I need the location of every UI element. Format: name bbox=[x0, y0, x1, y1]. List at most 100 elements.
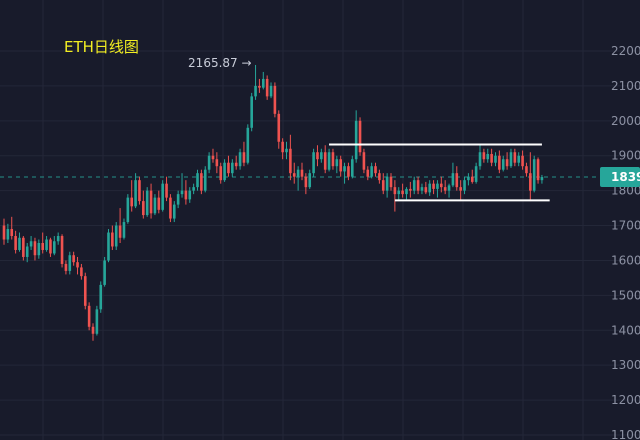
candle bbox=[420, 183, 424, 195]
candle bbox=[196, 169, 199, 191]
candle bbox=[161, 180, 164, 212]
candle bbox=[227, 155, 230, 177]
candle-body bbox=[323, 152, 327, 170]
candle-body bbox=[308, 173, 312, 188]
candle-body bbox=[381, 180, 385, 191]
candle-body bbox=[424, 187, 428, 193]
y-tick-label: 2100 bbox=[611, 79, 640, 93]
candle bbox=[49, 237, 52, 257]
candle bbox=[254, 64, 257, 100]
candle-body bbox=[176, 194, 180, 205]
candle bbox=[509, 148, 513, 168]
candle-body bbox=[362, 152, 366, 170]
candle bbox=[397, 187, 401, 202]
candle-body bbox=[134, 180, 137, 207]
candle-body bbox=[231, 162, 234, 174]
candle bbox=[385, 173, 389, 198]
candle bbox=[443, 180, 447, 195]
candle bbox=[440, 176, 443, 193]
candle bbox=[180, 173, 184, 198]
candle-body bbox=[196, 173, 199, 188]
candle bbox=[18, 232, 21, 252]
candle-body bbox=[440, 183, 443, 188]
candle-body bbox=[238, 152, 242, 167]
y-tick-label: 1400 bbox=[611, 323, 640, 337]
candle bbox=[145, 187, 149, 217]
candle bbox=[327, 148, 331, 172]
candle-body bbox=[300, 169, 304, 177]
candle-body bbox=[68, 255, 72, 271]
candle-body bbox=[25, 246, 29, 257]
candle-body bbox=[122, 222, 126, 238]
candle-body bbox=[126, 197, 130, 223]
candle bbox=[296, 166, 300, 191]
candle-body bbox=[142, 201, 145, 216]
candle bbox=[312, 148, 315, 177]
candle-body bbox=[331, 152, 335, 167]
candle-body bbox=[29, 241, 33, 247]
candle bbox=[184, 180, 188, 205]
candle bbox=[405, 187, 408, 200]
candle-body bbox=[111, 232, 114, 247]
candle-body bbox=[219, 166, 223, 181]
candle-body bbox=[149, 190, 153, 214]
candle-body bbox=[258, 85, 261, 88]
candle bbox=[242, 141, 246, 167]
candle-body bbox=[339, 159, 342, 172]
candle bbox=[261, 71, 265, 90]
candle bbox=[238, 148, 242, 170]
candle bbox=[447, 183, 451, 198]
candle bbox=[474, 162, 478, 184]
candle-body bbox=[242, 152, 246, 163]
candle-body bbox=[401, 190, 404, 195]
candle bbox=[331, 148, 335, 170]
candle bbox=[2, 218, 6, 245]
candle-body bbox=[412, 180, 416, 191]
candle-body bbox=[335, 159, 339, 167]
candle-body bbox=[91, 326, 95, 334]
candle-body bbox=[463, 180, 466, 191]
candle bbox=[68, 251, 72, 275]
candle bbox=[95, 305, 99, 336]
candle-body bbox=[56, 236, 60, 242]
candle bbox=[192, 183, 195, 195]
candle-body bbox=[316, 152, 319, 160]
candle-body bbox=[227, 162, 230, 174]
candle bbox=[33, 237, 37, 261]
candle bbox=[501, 155, 505, 172]
candle bbox=[323, 145, 327, 174]
y-tick-label: 1800 bbox=[611, 184, 640, 198]
y-tick-label: 2000 bbox=[611, 114, 640, 128]
candle bbox=[467, 173, 470, 186]
high-price-annotation: 2165.87 → bbox=[188, 56, 252, 70]
candle bbox=[107, 229, 110, 263]
candle bbox=[269, 82, 273, 99]
candle bbox=[25, 243, 29, 263]
candle bbox=[203, 166, 207, 193]
candle bbox=[424, 181, 428, 195]
candle bbox=[532, 155, 536, 193]
candle-body bbox=[138, 180, 141, 202]
candle-body bbox=[343, 166, 346, 172]
candle-body bbox=[269, 85, 273, 97]
candle bbox=[22, 236, 25, 261]
candle bbox=[45, 236, 48, 252]
candle-body bbox=[482, 152, 486, 160]
y-tick-label: 1200 bbox=[611, 393, 640, 407]
candle bbox=[540, 174, 544, 184]
candle-body bbox=[223, 162, 226, 181]
y-tick-label: 1300 bbox=[611, 358, 640, 372]
candle bbox=[165, 176, 168, 202]
candle-body bbox=[234, 162, 238, 167]
candle bbox=[335, 155, 339, 174]
y-tick-label: 1100 bbox=[611, 428, 640, 440]
candle bbox=[200, 169, 203, 195]
candle-body bbox=[107, 232, 110, 261]
candle bbox=[513, 148, 517, 167]
candle bbox=[401, 183, 404, 198]
candle bbox=[10, 216, 14, 240]
candle bbox=[490, 148, 493, 167]
y-tick-label: 1700 bbox=[611, 219, 640, 233]
candle-body bbox=[200, 173, 203, 191]
